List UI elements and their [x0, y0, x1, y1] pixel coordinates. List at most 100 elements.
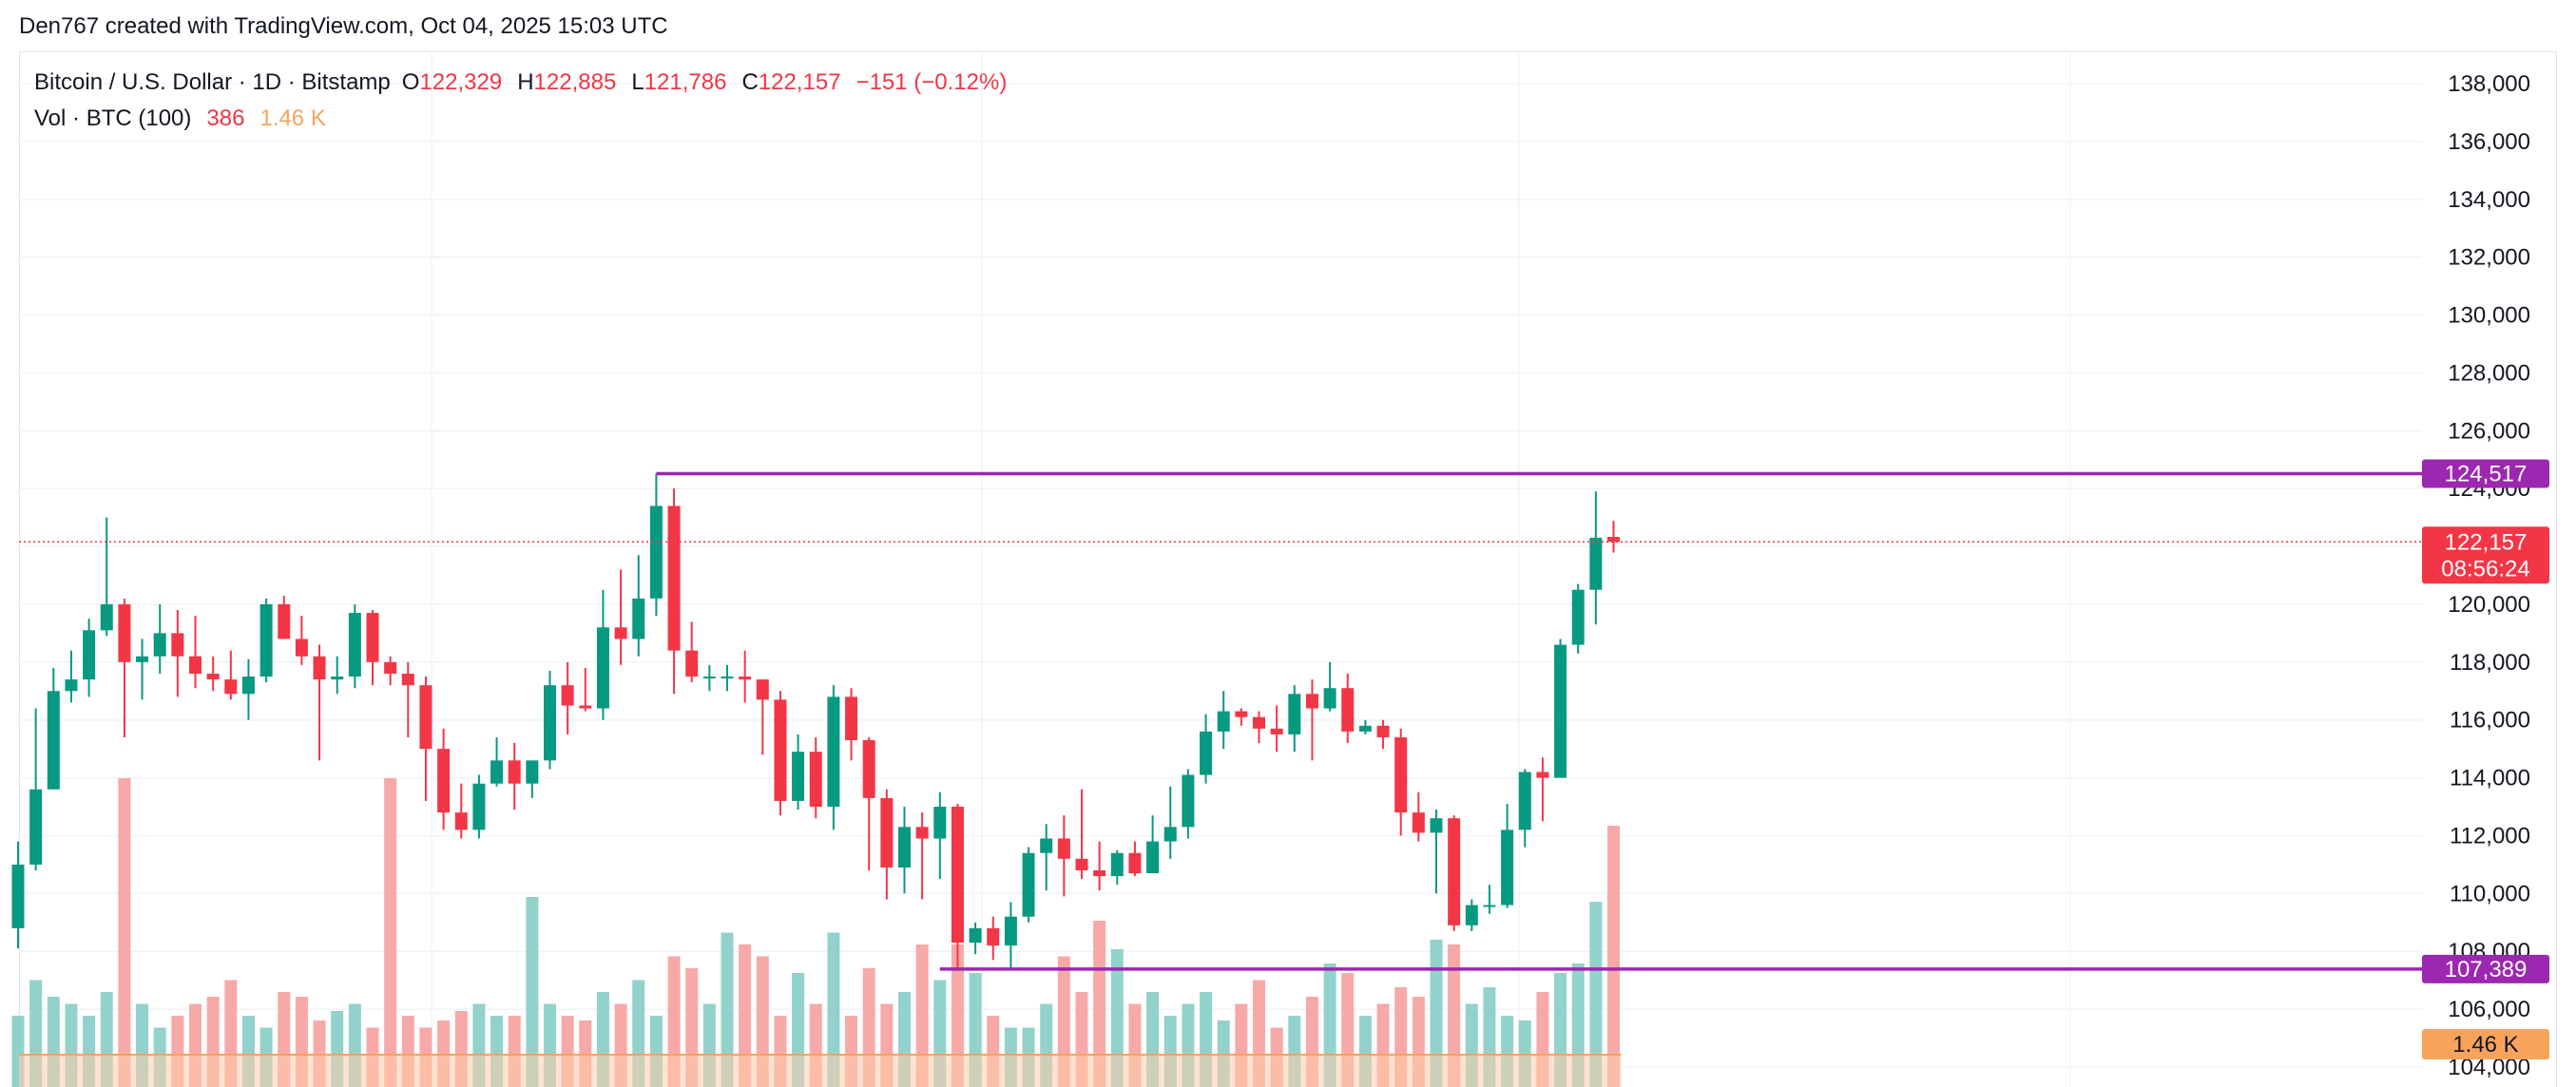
- candle-body: [490, 760, 504, 784]
- volume-ma-value: 1.46 K: [260, 105, 326, 131]
- volume-row: Vol · BTC (100) 386 1.46 K: [34, 101, 1007, 137]
- y-tick-label: 132,000: [2448, 245, 2530, 271]
- volume-layer: [11, 778, 1622, 1087]
- candle-body: [1323, 688, 1336, 709]
- candle-body: [189, 656, 202, 674]
- candle-body: [1182, 774, 1195, 828]
- candle-body: [1589, 537, 1603, 590]
- candle-body: [1501, 830, 1514, 906]
- countdown-label: 08:56:24: [2441, 556, 2529, 582]
- y-tick-label: 112,000: [2450, 823, 2530, 849]
- candle-body: [1253, 716, 1265, 729]
- volume-bar: [1589, 902, 1603, 1087]
- candle-body: [1341, 688, 1355, 732]
- y-tick-label: 126,000: [2448, 418, 2530, 444]
- candle-body: [29, 789, 43, 865]
- candle-body: [1146, 841, 1160, 874]
- volume-bar: [915, 944, 929, 1087]
- candle-body: [1518, 772, 1531, 830]
- candle-body: [951, 807, 964, 944]
- candle-body: [136, 656, 149, 662]
- candle-body: [702, 677, 716, 679]
- candle-body: [1305, 694, 1318, 709]
- candle-body: [331, 677, 344, 680]
- volume-value: 386: [206, 105, 245, 131]
- candle-body: [1465, 905, 1478, 925]
- candle-body: [153, 633, 166, 657]
- candle-body: [1571, 589, 1585, 645]
- volume-label[interactable]: Vol · BTC (100): [34, 105, 192, 131]
- candle-body: [721, 677, 734, 679]
- candle-body: [171, 633, 184, 657]
- level-high-badge: [2422, 459, 2549, 488]
- candle-body: [614, 627, 627, 639]
- candle-body: [1110, 852, 1124, 877]
- volume-ma-badge: [2422, 1029, 2549, 1059]
- y-tick-label: 134,000: [2448, 187, 2530, 213]
- attribution-text: Den767 created with TradingView.com, Oct…: [19, 13, 668, 39]
- chart-frame: [19, 51, 2557, 1087]
- last-price-badge: [2422, 526, 2549, 584]
- y-tick-label: 114,000: [2450, 766, 2530, 791]
- candle-body: [969, 927, 982, 944]
- volume-bar: [1448, 944, 1461, 1087]
- candle-body: [1412, 812, 1425, 833]
- y-tick-label: 138,000: [2448, 71, 2530, 97]
- volume-bar: [1430, 940, 1443, 1087]
- candle-body: [1607, 537, 1620, 543]
- candle-body: [880, 797, 894, 868]
- symbol-label[interactable]: Bitcoin / U.S. Dollar · 1D · Bitstamp: [34, 69, 391, 95]
- candle-body: [206, 674, 220, 680]
- candle-body: [792, 752, 805, 801]
- candle-body: [544, 685, 556, 761]
- volume-bar: [827, 932, 840, 1087]
- volume-bar: [118, 778, 131, 1087]
- y-tick-label: 110,000: [2450, 881, 2530, 906]
- grid-layer: [19, 51, 2422, 1087]
- candle-body: [47, 691, 60, 790]
- candle-body: [898, 827, 911, 868]
- candle-body: [632, 598, 645, 639]
- candle-body: [1217, 711, 1230, 732]
- volume-bar: [721, 932, 734, 1087]
- candle-body: [845, 696, 858, 741]
- candle-body: [366, 613, 379, 662]
- candle-body: [827, 696, 840, 808]
- volume-ma-area: [19, 1055, 1622, 1087]
- candle-body: [579, 705, 592, 709]
- close-value: 122,157: [758, 69, 841, 95]
- candle-body: [1270, 728, 1283, 734]
- candle-body: [1075, 858, 1088, 870]
- candle-body: [987, 927, 1000, 946]
- open-value: 122,329: [419, 69, 503, 95]
- candle-body: [401, 674, 414, 686]
- candle-body: [1057, 838, 1070, 859]
- y-tick-label: 120,000: [2448, 592, 2530, 618]
- candle-layer: [11, 473, 1620, 969]
- candle-body: [526, 760, 539, 784]
- candle-body: [295, 639, 308, 657]
- candle-body: [1022, 852, 1035, 917]
- y-tick-label: 118,000: [2450, 650, 2530, 676]
- candle-body: [1004, 916, 1017, 946]
- candle-body: [809, 752, 822, 808]
- candle-body: [241, 677, 255, 695]
- candle-body: [1448, 818, 1461, 925]
- level-low-label: 107,389: [2445, 957, 2528, 982]
- candle-body: [118, 603, 131, 662]
- y-tick-label: 136,000: [2448, 129, 2530, 155]
- level-layer: [19, 471, 2422, 971]
- candle-body: [739, 677, 752, 680]
- candle-body: [1288, 694, 1301, 734]
- volume-bar: [384, 778, 397, 1087]
- high-value: 122,885: [533, 69, 617, 95]
- candle-body: [933, 807, 947, 839]
- candle-body: [1536, 772, 1549, 778]
- candle-body: [1163, 827, 1177, 842]
- candle-body: [348, 613, 361, 677]
- candle-body: [1483, 905, 1496, 907]
- candle-body: [915, 827, 929, 839]
- candle-body: [1394, 736, 1408, 813]
- candle-body: [685, 650, 699, 677]
